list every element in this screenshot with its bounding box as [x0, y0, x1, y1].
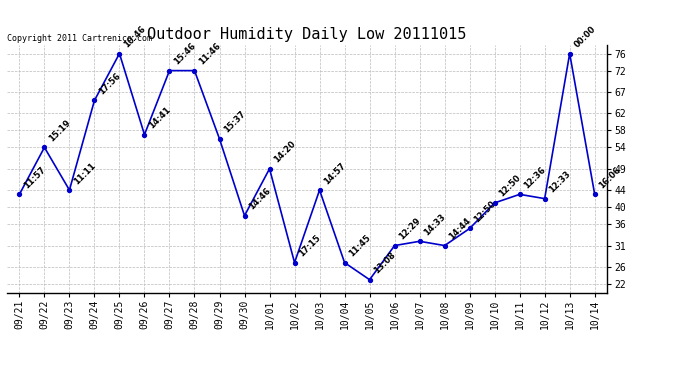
Point: [414, 238, 425, 244]
Text: 14:44: 14:44: [447, 216, 473, 242]
Point: [514, 191, 525, 197]
Point: [314, 187, 325, 193]
Text: 15:46: 15:46: [172, 41, 197, 66]
Text: 17:56: 17:56: [97, 71, 123, 96]
Point: [539, 196, 550, 202]
Point: [389, 243, 400, 249]
Point: [14, 191, 25, 197]
Point: [264, 166, 275, 172]
Point: [364, 277, 375, 283]
Text: 11:46: 11:46: [197, 41, 223, 66]
Point: [189, 68, 200, 74]
Text: 12:33: 12:33: [547, 169, 573, 195]
Point: [589, 191, 600, 197]
Text: 15:37: 15:37: [222, 110, 248, 135]
Point: [239, 213, 250, 219]
Text: 16:06: 16:06: [598, 165, 623, 190]
Point: [464, 225, 475, 231]
Point: [289, 260, 300, 266]
Point: [89, 98, 100, 104]
Point: [489, 200, 500, 206]
Text: 14:33: 14:33: [422, 212, 448, 237]
Text: Copyright 2011 Cartrenico.com: Copyright 2011 Cartrenico.com: [7, 33, 152, 42]
Point: [164, 68, 175, 74]
Text: 11:57: 11:57: [22, 165, 48, 190]
Point: [39, 144, 50, 150]
Point: [114, 51, 125, 57]
Text: 17:15: 17:15: [297, 233, 323, 258]
Text: 12:36: 12:36: [522, 165, 548, 190]
Text: 12:50: 12:50: [473, 199, 497, 224]
Text: 00:00: 00:00: [573, 24, 598, 50]
Point: [214, 136, 225, 142]
Title: Outdoor Humidity Daily Low 20111015: Outdoor Humidity Daily Low 20111015: [148, 27, 466, 42]
Text: 11:45: 11:45: [347, 233, 373, 258]
Text: 14:20: 14:20: [273, 139, 297, 165]
Point: [339, 260, 350, 266]
Text: 12:29: 12:29: [397, 216, 423, 242]
Text: 14:46: 14:46: [247, 186, 273, 211]
Text: 10:46: 10:46: [122, 24, 148, 50]
Point: [439, 243, 450, 249]
Point: [64, 187, 75, 193]
Text: 15:19: 15:19: [47, 118, 72, 143]
Text: 14:41: 14:41: [147, 105, 172, 130]
Text: 14:57: 14:57: [322, 160, 348, 186]
Text: 13:08: 13:08: [373, 251, 397, 276]
Text: 12:50: 12:50: [497, 174, 523, 199]
Text: 11:11: 11:11: [72, 160, 97, 186]
Point: [564, 51, 575, 57]
Point: [139, 132, 150, 138]
